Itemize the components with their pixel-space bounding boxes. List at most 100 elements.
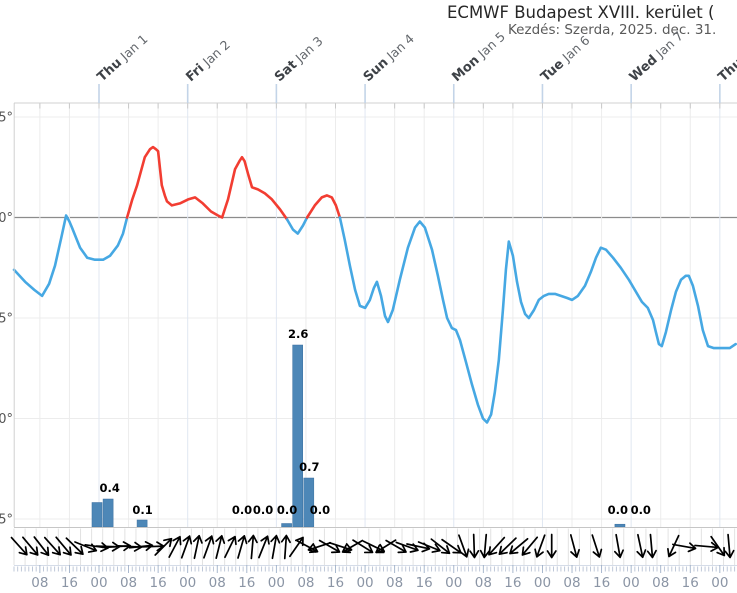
wind-arrow bbox=[710, 535, 726, 557]
temp-curve-below-zero bbox=[285, 216, 309, 235]
precip-value-label: 0.0 bbox=[631, 503, 651, 517]
hour-label: 08 bbox=[31, 575, 48, 591]
wind-arrow bbox=[546, 533, 557, 559]
hour-label: 08 bbox=[475, 575, 492, 591]
precip-value-label: 0.4 bbox=[100, 481, 120, 495]
wind-arrow bbox=[154, 537, 173, 556]
hour-ruler: 08 16 00 08 16 00 08 16 00 08 16 00 08 16 00 08 16 00 08 16… bbox=[13, 565, 737, 591]
wind-arrow bbox=[341, 539, 364, 554]
precip-value-label: 0.0 bbox=[253, 503, 273, 517]
day-label: FriJan 2 bbox=[183, 37, 234, 85]
wind-arrow bbox=[280, 534, 291, 560]
hour-label: 16 bbox=[416, 575, 433, 591]
hour-label: 08 bbox=[297, 575, 314, 591]
precip-bar bbox=[281, 523, 292, 528]
wind-arrow bbox=[318, 539, 341, 554]
wind-arrow bbox=[270, 534, 281, 560]
precip-value-label: 0.0 bbox=[232, 503, 252, 517]
precip-value-label: 0.0 bbox=[277, 503, 297, 517]
hour-label: 08 bbox=[209, 575, 226, 591]
wind-arrow bbox=[180, 535, 193, 559]
wind-arrow bbox=[591, 534, 603, 558]
wind-arrow bbox=[10, 536, 28, 556]
hour-label: 16 bbox=[150, 575, 167, 591]
gridlines bbox=[14, 103, 737, 527]
hour-label: 08 bbox=[652, 575, 669, 591]
day-label: TueJan 6 bbox=[537, 32, 593, 85]
hour-label: 08 bbox=[120, 575, 137, 591]
wind-arrow bbox=[569, 534, 580, 558]
hour-label: 16 bbox=[61, 575, 78, 591]
hour-label: 00 bbox=[445, 575, 462, 591]
wind-arrow bbox=[43, 536, 62, 556]
temp-curve-above-zero bbox=[305, 194, 342, 219]
wind-arrow bbox=[667, 534, 680, 558]
day-label: ThuJan 1 bbox=[94, 31, 151, 85]
chart-subtitle: Kezdés: Szerda, 2025. dec. 31. bbox=[508, 22, 717, 38]
hour-label: 16 bbox=[327, 575, 344, 591]
wind-arrow bbox=[724, 533, 735, 559]
wind-arrow bbox=[458, 534, 470, 558]
hour-label: 16 bbox=[682, 575, 699, 591]
wind-arrow bbox=[192, 534, 203, 560]
precip-bar bbox=[136, 519, 148, 528]
temp-axis-label: -10° bbox=[0, 412, 13, 427]
axes: 5° 0° -5° -10° -15° bbox=[0, 102, 737, 528]
day-label: WedJan 7 bbox=[626, 28, 687, 85]
wind-arrow bbox=[55, 536, 72, 556]
hour-label: 00 bbox=[268, 575, 285, 591]
precip-bar bbox=[614, 523, 626, 528]
wind-arrow bbox=[498, 537, 517, 555]
wind-arrow bbox=[672, 542, 697, 553]
temp-curve-below-zero bbox=[12, 214, 129, 298]
wind-arrow bbox=[417, 541, 441, 553]
wind-arrow bbox=[613, 533, 624, 559]
day-label: SunJan 4 bbox=[360, 31, 418, 85]
wind-arrow bbox=[534, 534, 546, 558]
wind-arrow bbox=[488, 536, 506, 556]
day-label: MonJan 5 bbox=[449, 29, 509, 85]
precip-value-label: 2.6 bbox=[288, 327, 308, 341]
wind-arrow bbox=[168, 535, 182, 558]
temp-axis-label: 0° bbox=[0, 211, 13, 226]
wind-arrow bbox=[33, 536, 50, 557]
wind-arrow bbox=[352, 539, 374, 554]
hour-label: 00 bbox=[179, 575, 196, 591]
hour-label: 00 bbox=[90, 575, 107, 591]
hour-label: 08 bbox=[563, 575, 580, 591]
temp-curve-below-zero bbox=[338, 216, 737, 424]
wind-arrow bbox=[247, 534, 258, 560]
precip-bar bbox=[91, 502, 103, 528]
day-label: SatJan 3 bbox=[271, 33, 326, 85]
temp-curve-above-zero bbox=[125, 145, 289, 221]
precip-bar bbox=[292, 344, 303, 528]
hour-label: 00 bbox=[534, 575, 551, 591]
hour-label: 08 bbox=[386, 575, 403, 591]
wind-arrow bbox=[237, 535, 248, 559]
precip-bars bbox=[91, 344, 626, 528]
hour-label: 16 bbox=[593, 575, 610, 591]
wind-strip bbox=[10, 528, 736, 565]
wind-arrow bbox=[288, 536, 304, 558]
hour-label: 00 bbox=[711, 575, 728, 591]
wind-arrow bbox=[479, 533, 490, 559]
hour-label: 16 bbox=[238, 575, 255, 591]
wind-arrow bbox=[385, 539, 407, 554]
wind-arrow bbox=[258, 535, 270, 559]
wind-arrow bbox=[521, 536, 539, 556]
precip-value-label: 0.7 bbox=[299, 460, 319, 474]
precip-value-label: 0.1 bbox=[132, 503, 152, 517]
temp-axis-label: -15° bbox=[0, 513, 13, 528]
wind-arrow bbox=[224, 535, 237, 559]
wind-arrow bbox=[430, 538, 451, 555]
wind-arrow bbox=[646, 533, 657, 559]
hour-label: 16 bbox=[504, 575, 521, 591]
day-label: ThuJan 8 bbox=[715, 31, 737, 85]
temp-axis-label: -5° bbox=[0, 312, 13, 327]
wind-arrow bbox=[694, 541, 719, 552]
temperature-curve bbox=[12, 145, 737, 424]
hour-label: 00 bbox=[623, 575, 640, 591]
hour-label: 00 bbox=[356, 575, 373, 591]
